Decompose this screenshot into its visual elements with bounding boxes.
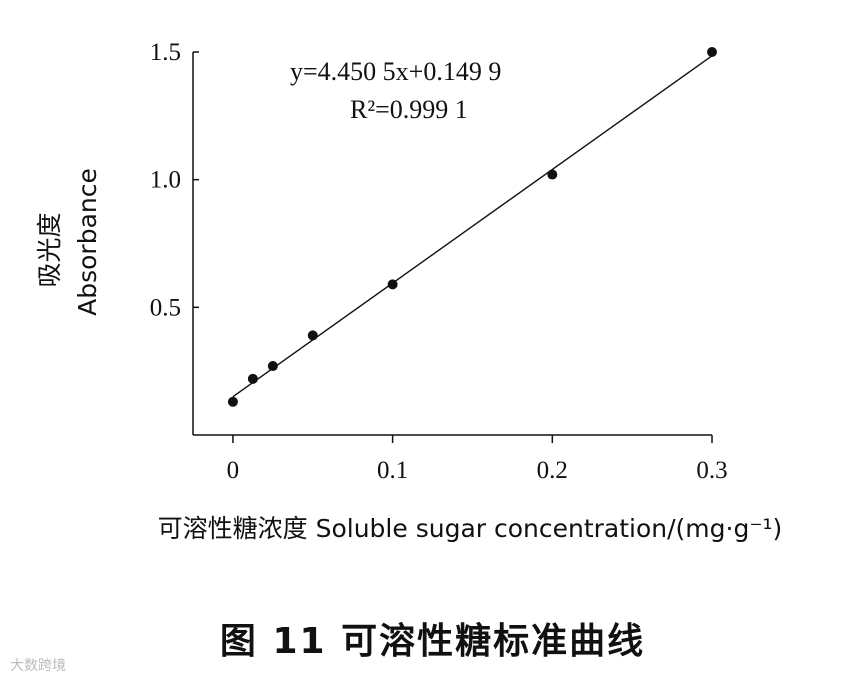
data-point: [387, 279, 398, 290]
chart: 0.51.01.5 0 0.1 0.2 0.3 y=4.450 5x+0.149 9 …: [35, 39, 783, 543]
data-points: [227, 47, 717, 407]
equation-text: y=4.450 5x+0.149 9: [290, 57, 501, 86]
x-tick-label: 0.2: [537, 457, 568, 484]
data-point: [547, 169, 558, 180]
y-tick-label: 0.5: [150, 294, 181, 321]
y-ticks: 0.5 1.0 1.5: [150, 39, 199, 321]
axes: [192, 52, 712, 436]
data-point: [307, 330, 318, 341]
x-ticks: 0 0.1 0.2 0.3: [227, 435, 728, 484]
watermark-text: 大数跨境: [10, 658, 66, 674]
x-axis-title: 可溶性糖浓度 Soluble sugar concentration/(mg·g…: [158, 514, 783, 543]
data-point: [707, 47, 717, 57]
y-tick-label: 1.0: [150, 167, 181, 194]
regression-line: [232, 55, 713, 398]
x-tick-label: 0.3: [696, 457, 727, 484]
r-squared-text: R²=0.999 1: [350, 95, 468, 124]
x-tick-label: 0.1: [377, 457, 408, 484]
x-tick-label: 0: [227, 457, 240, 484]
y-axis-title-en: Absorbance: [73, 168, 102, 316]
y-tick-label: 1.5: [150, 39, 181, 66]
data-point: [267, 361, 278, 372]
figure-caption: 图 11 可溶性糖标准曲线: [219, 621, 646, 662]
y-axis-title-cn: 吸光度: [35, 212, 64, 287]
data-point: [227, 396, 238, 407]
data-point: [247, 373, 258, 384]
